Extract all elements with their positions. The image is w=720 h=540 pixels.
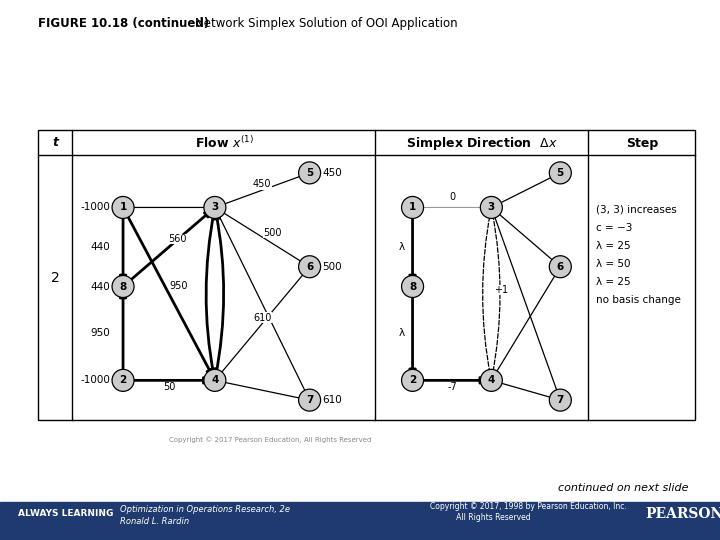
Text: 610: 610 [323, 395, 342, 405]
Text: Copyright © 2017 Pearson Education, All Rights Reserved: Copyright © 2017 Pearson Education, All … [168, 437, 372, 443]
Text: 0: 0 [449, 192, 455, 202]
Text: -1000: -1000 [80, 375, 110, 386]
Text: 8: 8 [409, 281, 416, 292]
Text: +1: +1 [495, 285, 508, 295]
Circle shape [402, 197, 423, 219]
Text: 500: 500 [263, 228, 282, 238]
Text: Flow $x^{(1)}$: Flow $x^{(1)}$ [194, 135, 253, 151]
Text: (3, 3) increases: (3, 3) increases [596, 205, 677, 215]
Text: 5: 5 [557, 168, 564, 178]
Text: 2: 2 [50, 271, 59, 285]
Text: 2: 2 [409, 375, 416, 386]
Circle shape [204, 197, 226, 219]
Text: t: t [52, 137, 58, 150]
Text: 4: 4 [487, 375, 495, 386]
Text: 950: 950 [90, 328, 110, 339]
Circle shape [549, 162, 571, 184]
Text: 1: 1 [409, 202, 416, 212]
Text: Optimization in Operations Research, 2e: Optimization in Operations Research, 2e [120, 504, 290, 514]
Circle shape [112, 275, 134, 298]
Text: 7: 7 [557, 395, 564, 405]
Text: 440: 440 [90, 281, 110, 292]
Circle shape [112, 197, 134, 219]
Text: 5: 5 [306, 168, 313, 178]
Circle shape [480, 197, 503, 219]
Circle shape [112, 369, 134, 392]
Circle shape [299, 256, 320, 278]
Circle shape [549, 389, 571, 411]
Text: -7: -7 [447, 382, 456, 393]
Text: 6: 6 [557, 262, 564, 272]
Text: λ = 25: λ = 25 [596, 277, 631, 287]
Text: 2: 2 [120, 375, 127, 386]
Bar [0, 502, 720, 540]
Text: 3: 3 [211, 202, 218, 212]
Circle shape [204, 369, 226, 392]
Text: PEARSON: PEARSON [645, 507, 720, 521]
Text: 560: 560 [168, 234, 186, 244]
Text: Simplex Direction  $\Delta x$: Simplex Direction $\Delta x$ [406, 134, 558, 152]
Text: 440: 440 [90, 242, 110, 252]
Text: 7: 7 [306, 395, 313, 405]
Text: λ: λ [398, 242, 405, 252]
Text: 950: 950 [170, 281, 188, 291]
Circle shape [402, 369, 423, 392]
Circle shape [480, 369, 503, 392]
Bar [38, 130, 695, 420]
Text: continued on next slide: continued on next slide [557, 483, 688, 493]
Text: 610: 610 [253, 313, 271, 322]
Text: c = −3: c = −3 [596, 223, 632, 233]
Text: 500: 500 [323, 262, 342, 272]
Text: 1: 1 [120, 202, 127, 212]
Text: λ: λ [398, 328, 405, 339]
Text: 6: 6 [306, 262, 313, 272]
Text: 4: 4 [211, 375, 219, 386]
Text: no basis change: no basis change [596, 295, 681, 305]
Circle shape [299, 162, 320, 184]
Text: ALWAYS LEARNING: ALWAYS LEARNING [18, 509, 113, 517]
Circle shape [549, 256, 571, 278]
Circle shape [402, 275, 423, 298]
Text: λ = 50: λ = 50 [596, 259, 631, 269]
Text: Network Simplex Solution of OOI Application: Network Simplex Solution of OOI Applicat… [195, 17, 458, 30]
Text: 50: 50 [163, 382, 175, 393]
Text: 450: 450 [253, 179, 271, 189]
Circle shape [299, 389, 320, 411]
Text: λ = 25: λ = 25 [596, 241, 631, 251]
Text: Ronald L. Rardin: Ronald L. Rardin [120, 516, 189, 525]
Text: FIGURE 10.18 (continued): FIGURE 10.18 (continued) [38, 17, 209, 30]
Text: -1000: -1000 [80, 202, 110, 212]
Text: 8: 8 [120, 281, 127, 292]
Text: 3: 3 [487, 202, 495, 212]
Text: 450: 450 [323, 168, 342, 178]
Text: Copyright © 2017, 1998 by Pearson Education, Inc.
           All Rights Reserved: Copyright © 2017, 1998 by Pearson Educat… [430, 502, 626, 522]
Text: Step: Step [626, 137, 658, 150]
